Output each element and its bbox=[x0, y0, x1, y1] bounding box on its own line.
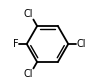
Text: Cl: Cl bbox=[24, 69, 33, 79]
Text: Cl: Cl bbox=[24, 9, 33, 19]
Text: Cl: Cl bbox=[76, 39, 86, 49]
Text: F: F bbox=[13, 39, 19, 49]
